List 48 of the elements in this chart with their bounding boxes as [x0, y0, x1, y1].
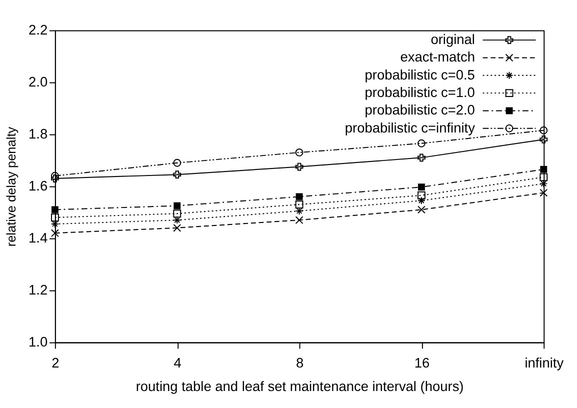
point: [540, 126, 548, 134]
point: [173, 216, 182, 224]
x-tick-label: infinity: [524, 355, 564, 370]
point: [540, 180, 548, 188]
point: [51, 206, 58, 214]
point: [418, 154, 426, 162]
point: [540, 188, 548, 197]
legend-label: probabilistic c=0.5: [364, 67, 476, 82]
point: [418, 196, 426, 205]
point: [295, 148, 304, 156]
point: [50, 214, 59, 222]
y-tick-label: 1.6: [28, 178, 48, 194]
point: [50, 229, 59, 238]
point: [295, 162, 304, 171]
y-axis-title: relative delay penalty: [4, 126, 19, 247]
point: [174, 202, 181, 210]
x-tick-label: 4: [174, 355, 182, 370]
point: [50, 172, 59, 180]
y-tick-label: 1.8: [28, 126, 48, 142]
point: [173, 210, 182, 218]
y-tick-label: 1.0: [28, 334, 48, 350]
point: [418, 206, 426, 214]
legend-label: probabilistic c=infinity: [344, 120, 476, 136]
point: [540, 166, 548, 173]
point: [173, 170, 182, 179]
point: [173, 158, 182, 167]
point: [173, 224, 182, 232]
point: [418, 191, 426, 200]
point: [540, 173, 548, 182]
legend-label: original: [430, 32, 475, 47]
point: [295, 200, 304, 208]
point: [540, 136, 548, 144]
point: [418, 184, 425, 191]
point: [418, 139, 426, 148]
x-tick-label: 8: [296, 355, 304, 370]
legend-label: probabilistic c=1.0: [364, 84, 476, 100]
y-tick-label: 1.4: [28, 230, 48, 246]
legend-label: exact-match: [400, 50, 475, 65]
y-tick-label: 2.0: [28, 74, 48, 90]
y-tick-label: 2.2: [28, 22, 48, 38]
point: [296, 193, 303, 200]
x-tick-label: 16: [414, 355, 430, 370]
point: [50, 174, 59, 182]
x-axis-title: routing table and leaf set maintenance interval (hours): [136, 378, 464, 394]
x-tick-label: 2: [52, 355, 60, 370]
point: [295, 216, 304, 224]
legend-label: probabilistic c=2.0: [364, 102, 476, 118]
y-tick-label: 1.2: [28, 282, 48, 298]
